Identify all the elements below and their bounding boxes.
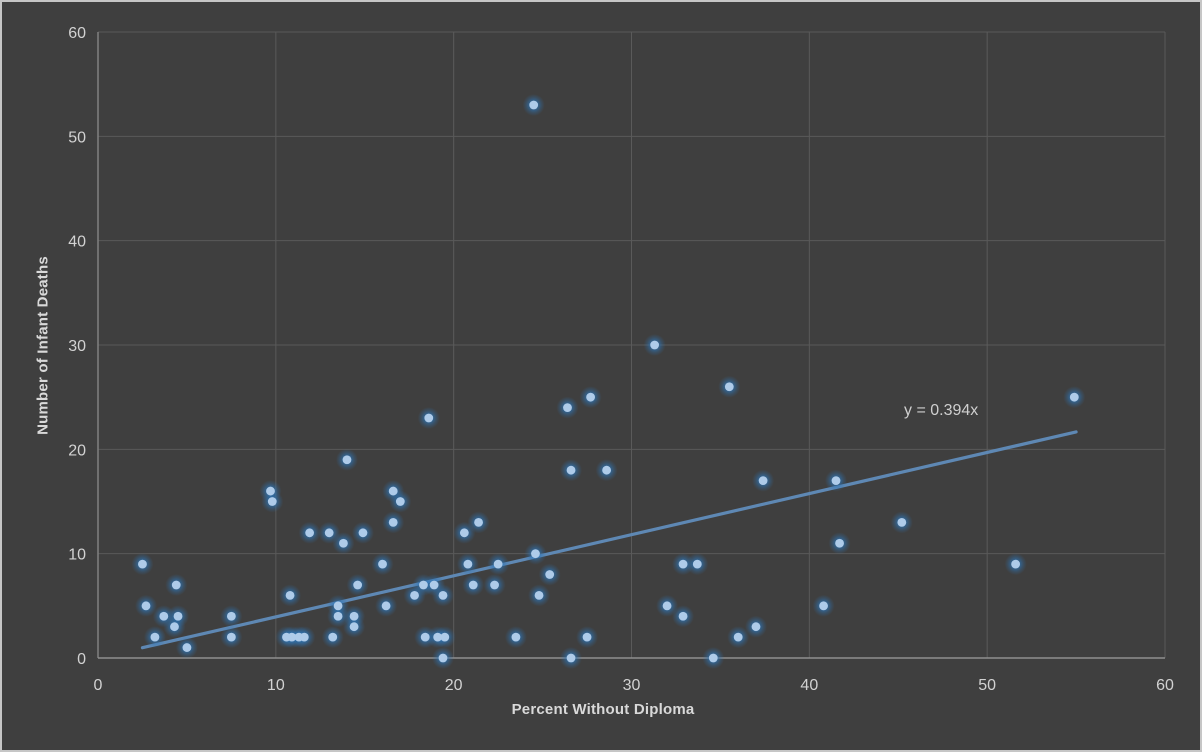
data-point[interactable]	[420, 632, 430, 642]
data-point[interactable]	[563, 403, 572, 412]
data-point[interactable]	[459, 528, 469, 538]
data-point[interactable]	[173, 611, 183, 621]
data-point[interactable]	[566, 653, 576, 663]
x-tick-label: 20	[445, 677, 463, 694]
data-point[interactable]	[1069, 392, 1079, 402]
data-point[interactable]	[138, 559, 147, 569]
data-point[interactable]	[287, 632, 297, 642]
data-point[interactable]	[285, 591, 295, 600]
data-point[interactable]	[353, 580, 363, 590]
y-tick-label: 10	[68, 547, 86, 564]
data-point[interactable]	[733, 632, 743, 642]
y-axis-title: Number of Infant Deaths	[34, 256, 52, 435]
data-point[interactable]	[534, 591, 544, 600]
data-point[interactable]	[692, 559, 702, 569]
data-point[interactable]	[582, 632, 592, 642]
data-point[interactable]	[388, 486, 398, 496]
data-point[interactable]	[440, 632, 450, 642]
data-point[interactable]	[266, 486, 275, 496]
x-tick-label: 10	[267, 677, 285, 694]
data-point[interactable]	[897, 517, 907, 527]
data-point[interactable]	[150, 632, 160, 642]
data-point[interactable]	[751, 622, 761, 632]
data-point[interactable]	[378, 559, 387, 569]
trend-line[interactable]	[140, 430, 1078, 650]
trendline-equation-label: y = 0.394x	[904, 402, 979, 419]
data-point[interactable]	[141, 601, 151, 611]
data-point[interactable]	[182, 643, 192, 652]
data-point[interactable]	[493, 559, 503, 569]
data-point[interactable]	[424, 413, 434, 423]
data-point[interactable]	[349, 622, 359, 632]
y-tick-label: 0	[77, 651, 86, 668]
data-point[interactable]	[226, 611, 236, 621]
x-axis-title: Percent Without Diploma	[511, 701, 695, 718]
data-point[interactable]	[724, 382, 734, 392]
data-point[interactable]	[758, 476, 768, 486]
data-point[interactable]	[678, 611, 688, 621]
data-point[interactable]	[678, 559, 688, 569]
x-tick-label: 30	[623, 677, 641, 694]
data-point[interactable]	[819, 601, 828, 611]
x-tick-label: 50	[978, 677, 996, 694]
data-point[interactable]	[388, 517, 398, 527]
data-point[interactable]	[339, 538, 348, 548]
data-point[interactable]	[831, 476, 841, 486]
data-point[interactable]	[170, 622, 179, 632]
data-point[interactable]	[333, 611, 343, 621]
data-point[interactable]	[708, 653, 718, 663]
data-point[interactable]	[433, 632, 443, 642]
data-point[interactable]	[226, 632, 236, 642]
data-point[interactable]	[490, 580, 499, 590]
data-point[interactable]	[419, 580, 428, 590]
data-point[interactable]	[602, 465, 612, 475]
data-point[interactable]	[159, 611, 169, 621]
data-point[interactable]	[381, 601, 391, 611]
data-point[interactable]	[650, 340, 660, 350]
data-point[interactable]	[545, 570, 555, 579]
data-point[interactable]	[463, 559, 473, 569]
data-point[interactable]	[529, 100, 539, 110]
data-point[interactable]	[324, 528, 334, 538]
data-point[interactable]	[267, 497, 277, 506]
data-point[interactable]	[474, 517, 483, 527]
data-point[interactable]	[328, 632, 338, 642]
data-point[interactable]	[566, 465, 576, 475]
data-point[interactable]	[438, 653, 448, 663]
x-tick-label: 60	[1156, 677, 1174, 694]
data-point[interactable]	[586, 392, 595, 402]
data-point[interactable]	[1011, 559, 1021, 569]
y-tick-label: 30	[68, 338, 86, 355]
data-point[interactable]	[305, 528, 315, 538]
data-point[interactable]	[299, 632, 309, 642]
data-point[interactable]	[511, 632, 521, 642]
y-tick-label: 50	[68, 129, 86, 146]
data-point[interactable]	[438, 591, 448, 600]
data-point[interactable]	[333, 601, 343, 611]
y-tick-label: 60	[68, 25, 86, 42]
data-point[interactable]	[342, 455, 352, 465]
x-tick-label: 40	[800, 677, 818, 694]
y-tick-label: 40	[68, 234, 86, 251]
x-tick-label: 0	[94, 677, 103, 694]
data-point[interactable]	[531, 549, 540, 559]
data-point[interactable]	[395, 497, 405, 506]
data-point[interactable]	[349, 611, 359, 621]
data-point[interactable]	[662, 601, 672, 611]
y-tick-label: 20	[68, 442, 86, 459]
data-point[interactable]	[410, 591, 419, 600]
data-point[interactable]	[429, 580, 439, 590]
data-point[interactable]	[358, 528, 368, 538]
data-point[interactable]	[171, 580, 181, 590]
data-point[interactable]	[468, 580, 478, 590]
data-point[interactable]	[835, 538, 844, 548]
